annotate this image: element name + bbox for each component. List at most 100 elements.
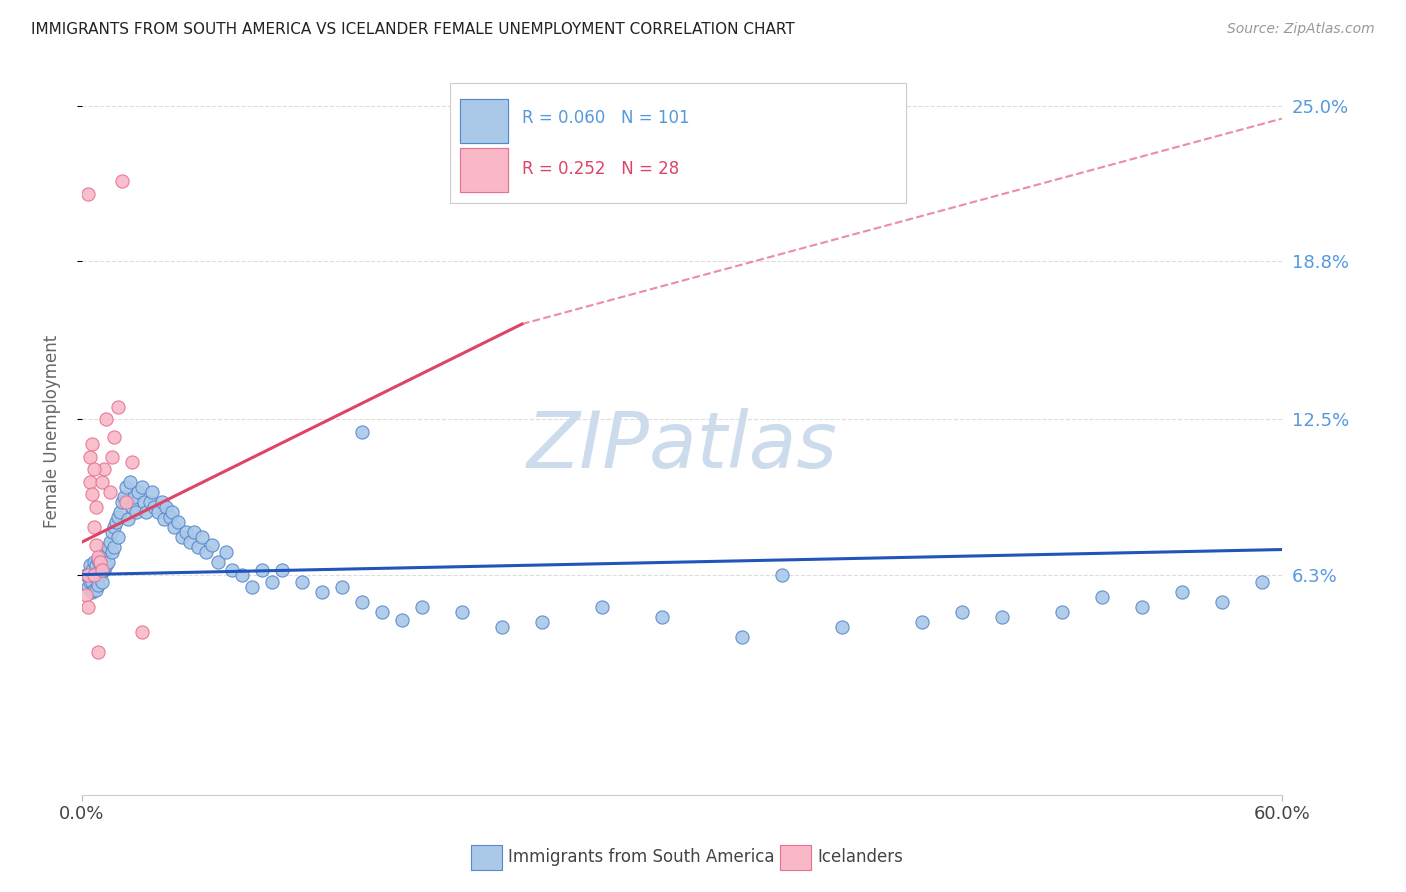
Point bbox=[153, 512, 176, 526]
Point bbox=[79, 575, 101, 590]
Point bbox=[160, 505, 183, 519]
Point bbox=[146, 505, 169, 519]
Point bbox=[731, 630, 754, 644]
Point bbox=[112, 490, 135, 504]
Point bbox=[80, 575, 103, 590]
Point bbox=[97, 540, 120, 554]
Point bbox=[94, 412, 117, 426]
Point bbox=[94, 558, 117, 572]
Point bbox=[371, 605, 394, 619]
Point bbox=[103, 430, 125, 444]
Point bbox=[107, 530, 129, 544]
Point bbox=[174, 524, 197, 539]
Point bbox=[831, 620, 853, 634]
Point bbox=[75, 567, 97, 582]
Point bbox=[215, 545, 238, 559]
Text: R = 0.252   N = 28: R = 0.252 N = 28 bbox=[522, 160, 679, 178]
Point bbox=[83, 567, 105, 582]
Point bbox=[1050, 605, 1073, 619]
Point bbox=[83, 567, 105, 582]
Point bbox=[291, 575, 314, 590]
Y-axis label: Female Unemployment: Female Unemployment bbox=[44, 335, 60, 528]
Point bbox=[141, 484, 163, 499]
Point bbox=[107, 510, 129, 524]
Point bbox=[155, 500, 177, 514]
FancyBboxPatch shape bbox=[460, 148, 508, 192]
Point bbox=[127, 484, 149, 499]
Point bbox=[84, 537, 107, 551]
Point bbox=[77, 580, 100, 594]
Point bbox=[167, 515, 190, 529]
Point bbox=[139, 495, 162, 509]
Point bbox=[411, 600, 433, 615]
Point bbox=[98, 535, 121, 549]
Point bbox=[207, 555, 229, 569]
Point bbox=[91, 563, 114, 577]
Point bbox=[115, 480, 138, 494]
Point bbox=[201, 537, 224, 551]
FancyBboxPatch shape bbox=[450, 83, 907, 203]
Point bbox=[125, 505, 148, 519]
Point bbox=[91, 575, 114, 590]
Point bbox=[950, 605, 973, 619]
Point bbox=[89, 555, 111, 569]
Point bbox=[84, 500, 107, 514]
Point bbox=[83, 582, 105, 597]
Point bbox=[91, 475, 114, 489]
Point bbox=[1211, 595, 1233, 609]
Point bbox=[651, 610, 673, 624]
Point bbox=[79, 450, 101, 464]
Point bbox=[83, 520, 105, 534]
Point bbox=[260, 575, 283, 590]
Point bbox=[250, 563, 273, 577]
Point bbox=[191, 530, 214, 544]
Point bbox=[103, 520, 125, 534]
Point bbox=[87, 645, 110, 659]
Point bbox=[118, 475, 141, 489]
Point bbox=[1130, 600, 1153, 615]
Text: Source: ZipAtlas.com: Source: ZipAtlas.com bbox=[1227, 22, 1375, 37]
Point bbox=[271, 563, 294, 577]
Point bbox=[135, 505, 157, 519]
Point bbox=[117, 512, 139, 526]
Point bbox=[101, 450, 124, 464]
Point bbox=[101, 545, 124, 559]
Point bbox=[75, 588, 97, 602]
Point bbox=[159, 510, 181, 524]
Point bbox=[103, 540, 125, 554]
Point bbox=[93, 462, 115, 476]
Point bbox=[530, 615, 553, 630]
Point bbox=[451, 605, 474, 619]
Point bbox=[87, 577, 110, 591]
Point bbox=[89, 555, 111, 569]
Point bbox=[83, 462, 105, 476]
Point bbox=[311, 585, 333, 599]
Point bbox=[911, 615, 934, 630]
Point bbox=[80, 563, 103, 577]
Point bbox=[84, 582, 107, 597]
Point bbox=[84, 558, 107, 572]
Point bbox=[115, 495, 138, 509]
Point bbox=[77, 567, 100, 582]
Point bbox=[391, 613, 413, 627]
Text: Immigrants from South America: Immigrants from South America bbox=[508, 848, 775, 866]
Point bbox=[150, 495, 173, 509]
Point bbox=[1091, 590, 1114, 604]
Point bbox=[93, 563, 115, 577]
Point bbox=[101, 524, 124, 539]
Point bbox=[132, 495, 155, 509]
Point bbox=[187, 540, 209, 554]
Point bbox=[94, 542, 117, 557]
Point bbox=[231, 567, 253, 582]
FancyBboxPatch shape bbox=[460, 99, 508, 143]
Point bbox=[330, 580, 353, 594]
Point bbox=[121, 455, 143, 469]
Point bbox=[87, 550, 110, 565]
Point bbox=[170, 530, 193, 544]
Text: R = 0.060   N = 101: R = 0.060 N = 101 bbox=[522, 109, 690, 127]
Text: Icelanders: Icelanders bbox=[817, 848, 903, 866]
Point bbox=[350, 595, 373, 609]
Point bbox=[131, 480, 153, 494]
Point bbox=[350, 425, 373, 439]
Point bbox=[84, 570, 107, 584]
